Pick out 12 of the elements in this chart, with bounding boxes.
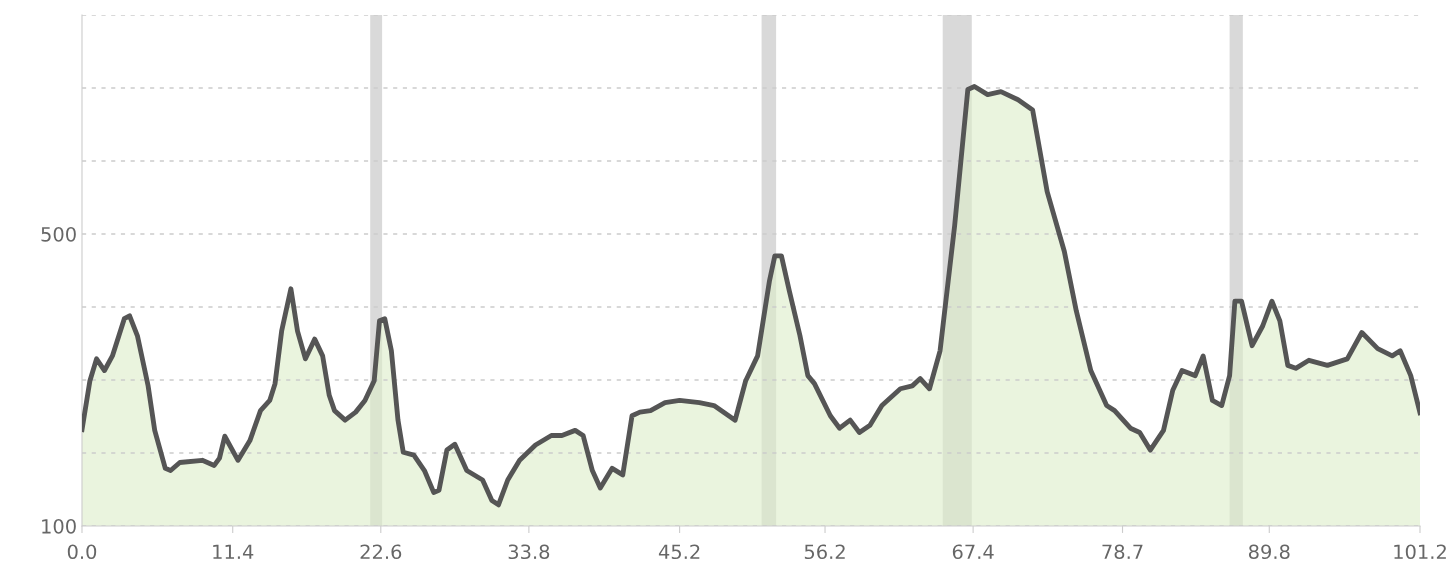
x-tick-label: 11.4 bbox=[213, 544, 254, 559]
x-tick-label: 22.6 bbox=[360, 544, 402, 560]
x-tick-label: 0.0 bbox=[67, 544, 97, 560]
x-tick-label: 33.8 bbox=[508, 544, 550, 560]
x-tick-label: 101.2 bbox=[1394, 544, 1446, 560]
x-tick-label: 56.2 bbox=[804, 544, 845, 560]
x-tick-label: 89.8 bbox=[1248, 544, 1290, 560]
x-tick-label: 67.4 bbox=[952, 544, 994, 560]
y-tick-label: 500 bbox=[41, 226, 76, 242]
x-tick-label: 45.2 bbox=[658, 544, 700, 560]
x-tick-label: 78.7 bbox=[1102, 544, 1143, 560]
y-tick-label: 100 bbox=[42, 518, 76, 534]
